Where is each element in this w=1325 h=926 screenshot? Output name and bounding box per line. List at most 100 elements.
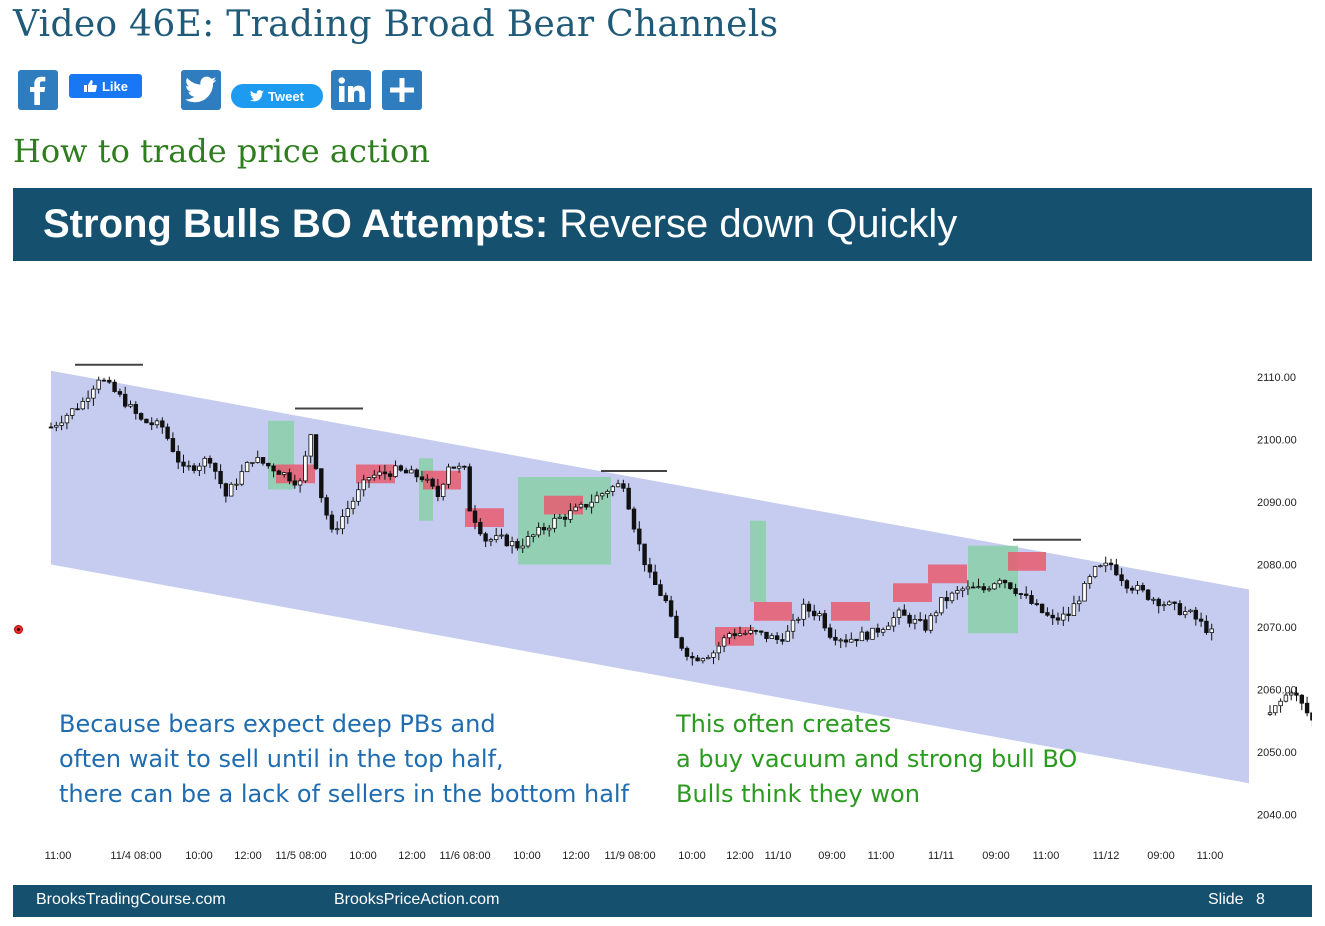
candle-body — [1082, 583, 1087, 602]
facebook-share-button[interactable] — [18, 70, 58, 110]
candle-body — [902, 609, 907, 616]
candle-body — [711, 652, 716, 658]
share-bar: Like Tweet — [18, 70, 438, 112]
candle-body — [202, 457, 207, 467]
candle-body — [107, 379, 112, 383]
candle-body — [928, 615, 933, 631]
candle-body — [525, 536, 531, 547]
candle-body — [1018, 593, 1024, 595]
x-tick-label: 10:00 — [349, 850, 377, 862]
price-chart: 2110.00 2100.00 2090.00 2080.00 2070.00 2060.… — [13, 261, 1312, 885]
candle-body — [1066, 613, 1071, 616]
candle-body — [541, 526, 547, 531]
footer-slide-label: Slide — [1208, 891, 1244, 908]
video-slide[interactable]: Strong Bulls BO Attempts: Reverse down Q… — [13, 188, 1312, 917]
candle-body — [308, 434, 313, 457]
candle-body — [345, 508, 350, 517]
candle-body — [573, 506, 578, 512]
candle-body — [85, 397, 91, 402]
tweet-button[interactable]: Tweet — [231, 84, 323, 108]
candle-body — [472, 510, 478, 523]
candle-body — [1289, 692, 1294, 696]
candle-body — [191, 465, 197, 471]
bull-breakout-zone — [518, 477, 611, 565]
candle-body — [175, 451, 181, 463]
candle-body — [281, 472, 287, 475]
candle-body — [1135, 585, 1140, 591]
candle-body — [981, 586, 986, 591]
candle-body — [409, 469, 414, 474]
candle-body — [319, 468, 324, 499]
candle-body — [817, 613, 822, 617]
candle-body — [292, 480, 297, 486]
candle-body — [812, 610, 817, 617]
x-tick-label: 12:00 — [726, 850, 754, 862]
candle-body — [976, 586, 981, 589]
candle-body — [1087, 576, 1092, 584]
candle-body — [340, 516, 345, 530]
linkedin-share-button[interactable] — [331, 70, 371, 110]
candle-body — [759, 630, 764, 633]
linkedin-icon — [338, 77, 365, 102]
candle-body — [1140, 585, 1145, 591]
x-tick-label: 10:00 — [185, 850, 213, 862]
y-tick-label: 2040.00 — [1257, 810, 1297, 822]
facebook-like-button[interactable]: Like — [69, 74, 142, 98]
candle-body — [154, 420, 160, 426]
candle-body — [250, 462, 255, 464]
page-subtitle: How to trade price action — [13, 132, 430, 170]
candle-body — [557, 516, 562, 519]
candle-body — [658, 584, 663, 596]
candle-body — [647, 564, 653, 573]
candle-body — [896, 609, 902, 619]
candle-body — [1103, 562, 1108, 567]
candle-body — [1304, 702, 1310, 714]
candle-body — [589, 501, 594, 508]
candle-body — [822, 613, 827, 629]
candle-body — [605, 491, 610, 495]
x-tick-label: 09:00 — [1147, 850, 1175, 862]
candle-body — [244, 462, 250, 473]
sell-zone — [831, 602, 870, 621]
candle-body — [64, 414, 70, 424]
candle-body — [440, 483, 446, 497]
candle-body — [223, 483, 229, 497]
candle-body — [80, 400, 85, 410]
candle-body — [891, 617, 896, 627]
candle-body — [509, 541, 515, 547]
candle-body — [790, 619, 796, 632]
candle-body — [859, 631, 865, 642]
candle-body — [642, 543, 647, 566]
candle-body — [637, 528, 642, 545]
bull-breakout-zone — [750, 520, 766, 602]
twitter-share-button[interactable] — [181, 70, 221, 110]
more-share-button[interactable] — [382, 70, 422, 110]
candle-body — [515, 541, 520, 549]
candle-body — [117, 391, 123, 395]
candle-body — [1161, 604, 1167, 607]
candle-body — [499, 534, 504, 537]
footer-slide-number: 8 — [1256, 891, 1265, 908]
candle-body — [197, 465, 202, 471]
candle-body — [170, 438, 176, 452]
candle-body — [615, 483, 621, 488]
candle-body — [1156, 598, 1161, 607]
candle-body — [737, 633, 743, 637]
candle-body — [398, 465, 403, 471]
candle-body — [504, 534, 509, 547]
candle-body — [923, 619, 928, 631]
y-tick-label: 2110.00 — [1257, 372, 1296, 384]
candle-body — [531, 534, 536, 537]
x-tick-label: 12:00 — [562, 850, 590, 862]
candle-body — [886, 625, 891, 630]
candle-body — [997, 579, 1002, 585]
candle-body — [1013, 588, 1018, 594]
candle-body — [716, 645, 721, 654]
candle-body — [1145, 589, 1151, 600]
candle-body — [547, 527, 552, 531]
candle-body — [806, 603, 812, 612]
twitter-icon — [185, 76, 217, 103]
candle-body — [610, 486, 615, 492]
candle-body — [144, 418, 149, 424]
candle-body — [939, 597, 944, 614]
